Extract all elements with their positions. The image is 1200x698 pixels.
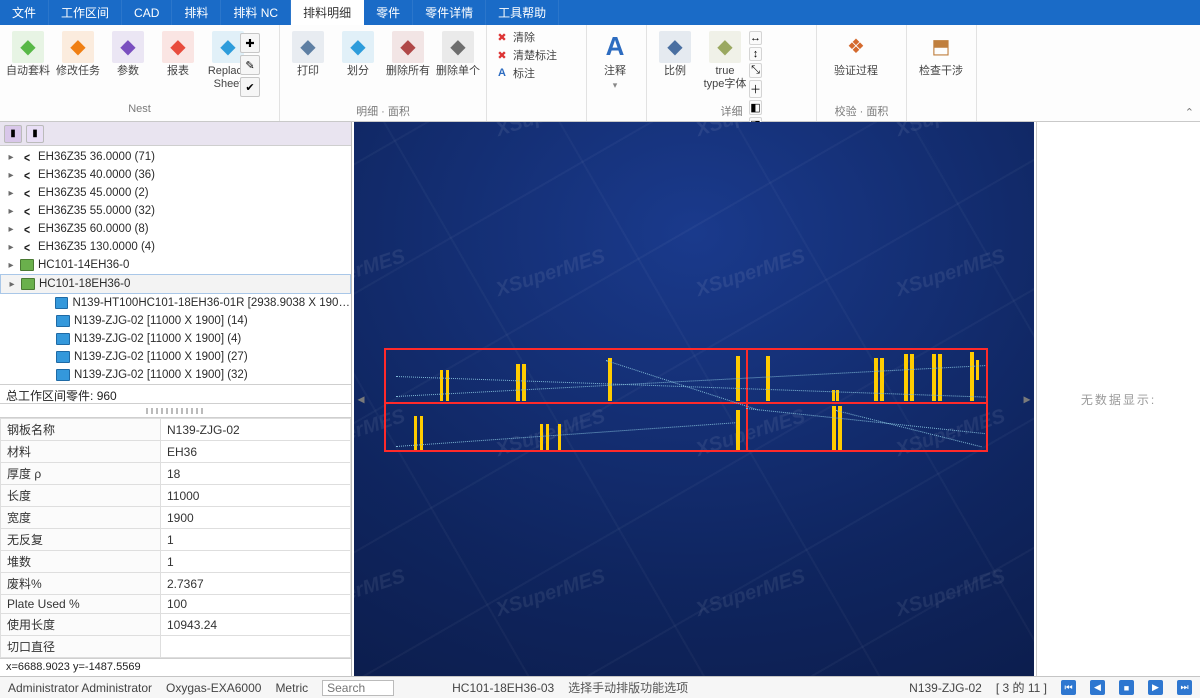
tree-node[interactable]: ▸<EH36Z35 60.0000 (8): [0, 220, 351, 238]
tab-5[interactable]: 排料明细: [291, 0, 364, 25]
tree-node[interactable]: N139-ZJG-02 [11000 X 1900] (32): [0, 366, 351, 384]
tab-0[interactable]: 文件: [0, 0, 49, 25]
tree-node[interactable]: ▸HC101-18EH36-0: [0, 274, 351, 294]
status-units: Metric: [275, 681, 308, 695]
tab-8[interactable]: 工具帮助: [486, 0, 559, 25]
tab-2[interactable]: CAD: [122, 0, 172, 25]
prop-row: 宽度1900: [1, 507, 351, 529]
scale-btn-1[interactable]: ◆truetype字体: [701, 27, 749, 91]
tree-node[interactable]: ▸<EH36Z35 36.0000 (71): [0, 148, 351, 166]
annot-clear[interactable]: ✖清除: [495, 29, 557, 45]
nest-btn-1[interactable]: ◆修改任务: [54, 27, 102, 78]
prop-row: Plate Used %100: [1, 595, 351, 614]
print-btn-1[interactable]: ◆划分: [334, 27, 382, 78]
ribbon-group-print-label: 明细 · 面积: [284, 103, 482, 121]
grid-sm-5[interactable]: ◧: [749, 100, 762, 115]
nav-first-icon[interactable]: ⏮: [1061, 680, 1076, 695]
scale-btn-0[interactable]: ◆比例: [651, 27, 699, 78]
prop-row: 厚度 ρ18: [1, 463, 351, 485]
tree-node[interactable]: ▸<EH36Z35 40.0000 (36): [0, 166, 351, 184]
status-hint: 选择手动排版功能选项: [568, 679, 688, 696]
total-parts: 总工作区间零件: 960: [0, 384, 351, 404]
status-bar: Administrator Administrator Oxygas-EXA60…: [0, 676, 1200, 698]
canvas-prev-icon[interactable]: ◂: [356, 391, 366, 408]
tab-7[interactable]: 零件详情: [413, 0, 486, 25]
ribbon-group-scale-label: 详细: [651, 103, 812, 121]
properties-grid: 钢板名称N139-ZJG-02材料EH36厚度 ρ18长度11000宽度1900…: [0, 418, 351, 658]
ribbon-collapse-icon[interactable]: ⌃: [1185, 106, 1194, 119]
menu-tabs: 文件工作区间CAD排料排料 NC排料明细零件零件详情工具帮助: [0, 0, 1200, 25]
nav-stop-icon[interactable]: ■: [1119, 680, 1134, 695]
left-tb-1[interactable]: ▮: [4, 125, 22, 143]
tree-node[interactable]: N139-ZJG-02 [11000 X 1900] (4): [0, 330, 351, 348]
ribbon-small-3[interactable]: ✔: [240, 77, 260, 97]
left-panel: ▮ ▮ ▸<EH36Z35 36.0000 (71)▸<EH36Z35 40.0…: [0, 122, 352, 676]
grid-sm-3[interactable]: ⤡: [749, 63, 762, 78]
prop-row: 堆数1: [1, 551, 351, 573]
tree-node[interactable]: N139-ZJG-02 [11000 X 1900] (14): [0, 312, 351, 330]
tree-node[interactable]: N139-ZJG-02 [11000 X 1900] (27): [0, 348, 351, 366]
prop-row: 切口直径: [1, 636, 351, 658]
prop-row: 无反复1: [1, 529, 351, 551]
tab-6[interactable]: 零件: [364, 0, 413, 25]
left-toolbar: ▮ ▮: [0, 122, 351, 146]
grid-sm-4[interactable]: ＋: [749, 80, 762, 98]
print-btn-3[interactable]: ◆删除单个: [434, 27, 482, 78]
nest-btn-3[interactable]: ◆报表: [154, 27, 202, 78]
part-tree[interactable]: ▸<EH36Z35 36.0000 (71)▸<EH36Z35 40.0000 …: [0, 146, 351, 384]
nav-prev-icon[interactable]: ◀: [1090, 680, 1105, 695]
ribbon-group-nest-label: Nest: [4, 103, 275, 121]
print-btn-2[interactable]: ◆删除所有: [384, 27, 432, 78]
tree-node[interactable]: N139-HT100HC101-18EH36-01R [2938.9038 X …: [0, 294, 351, 312]
annot-mark[interactable]: A标注: [495, 65, 557, 81]
tab-4[interactable]: 排料 NC: [221, 0, 291, 25]
grid-sm-1[interactable]: ↔: [749, 31, 762, 45]
tree-node[interactable]: ▸<EH36Z35 45.0000 (2): [0, 184, 351, 202]
ribbon-group-verify-label: 校验 · 面积: [821, 103, 902, 121]
splitter-handle[interactable]: [0, 404, 351, 418]
tab-3[interactable]: 排料: [172, 0, 221, 25]
ribbon-small-2[interactable]: ✎: [240, 55, 260, 75]
status-sheet-name: N139-ZJG-02: [909, 681, 982, 695]
tree-node[interactable]: ▸<EH36Z35 55.0000 (32): [0, 202, 351, 220]
tree-node[interactable]: ▸HC101-14EH36-0: [0, 256, 351, 274]
interference-button[interactable]: ⬒ 检查干涉: [911, 27, 971, 78]
prop-row: 钢板名称N139-ZJG-02: [1, 419, 351, 441]
tab-1[interactable]: 工作区间: [49, 0, 122, 25]
nav-last-icon[interactable]: ⏭: [1177, 680, 1192, 695]
canvas-next-icon[interactable]: ▸: [1022, 391, 1032, 408]
annot-clear-marks[interactable]: ✖清楚标注: [495, 47, 557, 63]
prop-row: 废料%2.7367: [1, 573, 351, 595]
annotate-button[interactable]: A 注释▾: [591, 27, 639, 91]
verify-button[interactable]: ❖ 验证过程: [821, 27, 891, 78]
status-search-input[interactable]: [322, 680, 394, 696]
prop-row: 长度11000: [1, 485, 351, 507]
right-panel: 无数据显示:: [1036, 122, 1200, 676]
grid-sm-2[interactable]: ↕: [749, 47, 762, 61]
nesting-canvas[interactable]: ◂ ▸ XSuperMESXSuperMESXSuperMESXSuperMES…: [354, 122, 1034, 676]
left-tb-2[interactable]: ▮: [26, 125, 44, 143]
print-btn-0[interactable]: ◆打印: [284, 27, 332, 78]
prop-row: 使用长度10943.24: [1, 614, 351, 636]
nest-btn-2[interactable]: ◆参数: [104, 27, 152, 78]
status-sheet-pos: [ 3 的 11 ]: [996, 679, 1047, 696]
ribbon-small-1[interactable]: ✚: [240, 33, 260, 53]
prop-row: 材料EH36: [1, 441, 351, 463]
coordinates-readout: x=6688.9023 y=-1487.5569: [0, 658, 351, 676]
nest-btn-0[interactable]: ◆自动套料: [4, 27, 52, 78]
status-doc: HC101-18EH36-03: [452, 681, 554, 695]
status-user: Administrator Administrator: [8, 681, 152, 695]
ribbon: ◆自动套料◆修改任务◆参数◆报表◆ReplaceSheet ✚ ✎ ✔ Nest…: [0, 25, 1200, 122]
nav-next-icon[interactable]: ▶: [1148, 680, 1163, 695]
right-placeholder: 无数据显示:: [1081, 391, 1156, 408]
tree-node[interactable]: ▸<EH36Z35 130.0000 (4): [0, 238, 351, 256]
status-machine: Oxygas-EXA6000: [166, 681, 261, 695]
